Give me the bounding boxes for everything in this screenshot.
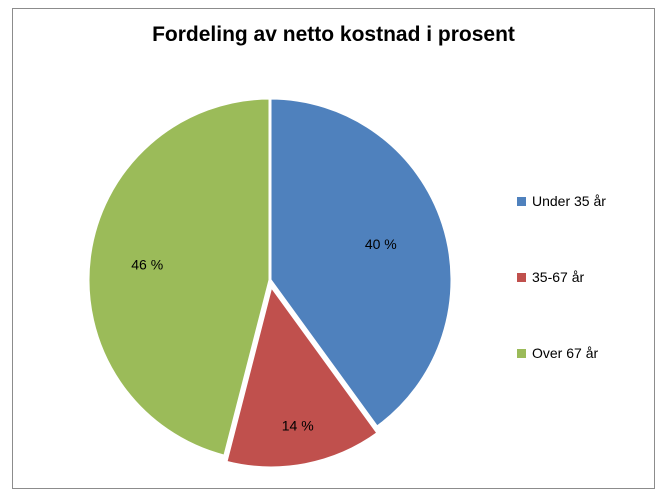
pie-chart: 40 % 14 % 46 % bbox=[86, 96, 454, 470]
pie-slice-35-67 bbox=[224, 284, 380, 470]
legend-item-35-67: 35-67 år bbox=[517, 267, 606, 287]
legend-label-over-67: Over 67 år bbox=[532, 345, 599, 361]
slice-label-under-35: 40 % bbox=[365, 236, 397, 252]
chart-title: Fordeling av netto kostnad i prosent bbox=[152, 23, 515, 46]
slice-label-over-67: 46 % bbox=[131, 256, 163, 272]
legend-swatch-over-67 bbox=[517, 348, 526, 358]
legend: Under 35 år 35-67 år Over 67 år bbox=[517, 191, 606, 363]
legend-swatch-35-67 bbox=[517, 272, 526, 282]
legend-label-35-67: 35-67 år bbox=[532, 269, 585, 285]
slice-label-35-67: 14 % bbox=[282, 417, 314, 433]
legend-item-under-35: Under 35 år bbox=[517, 191, 606, 211]
pie-slice-over-67 bbox=[86, 96, 272, 458]
pie-slice-under-35 bbox=[268, 96, 454, 429]
chart-area: Fordeling av netto kostnad i prosent 40 … bbox=[12, 8, 655, 489]
legend-item-over-67: Over 67 år bbox=[517, 343, 606, 363]
legend-label-under-35: Under 35 år bbox=[532, 193, 606, 209]
legend-swatch-under-35 bbox=[517, 196, 526, 206]
